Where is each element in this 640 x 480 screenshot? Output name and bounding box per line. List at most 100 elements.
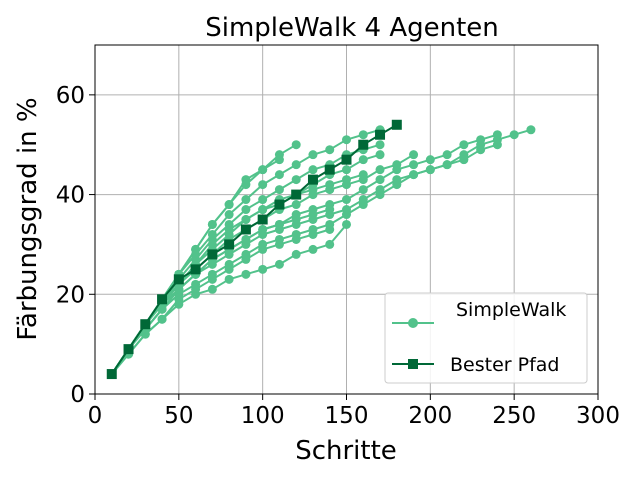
simplewalk-point bbox=[174, 284, 184, 294]
simplewalk-point bbox=[375, 165, 385, 175]
simplewalk-point bbox=[207, 219, 217, 229]
legend-simplewalk-label: SimpleWalk bbox=[456, 299, 566, 321]
simplewalk-point bbox=[425, 165, 435, 175]
simplewalk-point bbox=[342, 165, 351, 175]
best-path-point bbox=[157, 294, 168, 305]
x-tick-label: 150 bbox=[325, 403, 369, 429]
best-path-point bbox=[341, 154, 352, 165]
x-tick-label: 250 bbox=[492, 403, 536, 429]
simplewalk-point bbox=[274, 234, 284, 244]
legend-simplewalk-marker bbox=[408, 318, 418, 328]
simplewalk-point bbox=[325, 219, 335, 229]
x-tick-label: 50 bbox=[164, 403, 193, 429]
simplewalk-point bbox=[509, 130, 519, 140]
simplewalk-point bbox=[241, 215, 251, 224]
simplewalk-point bbox=[358, 130, 368, 140]
simplewalk-point bbox=[258, 180, 268, 190]
simplewalk-point bbox=[291, 249, 301, 259]
y-tick-label: 0 bbox=[70, 382, 85, 408]
simplewalk-point bbox=[375, 140, 385, 150]
best-path-point bbox=[391, 119, 402, 130]
simplewalk-point bbox=[375, 150, 385, 160]
legend-box bbox=[384, 292, 588, 384]
simplewalk-point bbox=[325, 239, 335, 249]
best-path-point bbox=[140, 319, 151, 330]
simplewalk-point bbox=[325, 145, 335, 155]
x-tick-label: 300 bbox=[576, 403, 620, 429]
best-path-point bbox=[358, 139, 369, 150]
series-best-path bbox=[106, 119, 402, 380]
simplewalk-point bbox=[291, 229, 301, 239]
simplewalk-point bbox=[308, 224, 318, 234]
simplewalk-point bbox=[342, 175, 351, 185]
y-tick-label: 60 bbox=[56, 83, 85, 109]
x-tick-label: 200 bbox=[408, 403, 452, 429]
simplewalk-point bbox=[409, 160, 419, 170]
legend-best-path-marker bbox=[408, 359, 418, 369]
simplewalk-point bbox=[207, 284, 217, 294]
simplewalk-point bbox=[207, 269, 217, 279]
series-layer bbox=[106, 119, 536, 380]
y-tick-label: 20 bbox=[56, 282, 85, 308]
simplewalk-point bbox=[392, 175, 402, 185]
simplewalk-point bbox=[492, 130, 502, 140]
simplewalk-point bbox=[459, 155, 469, 165]
simplewalk-point bbox=[224, 274, 234, 284]
simplewalk-point bbox=[224, 224, 234, 234]
simplewalk-point bbox=[291, 160, 301, 170]
simplewalk-point bbox=[325, 205, 335, 215]
simplewalk-point bbox=[241, 249, 251, 259]
best-path-point bbox=[123, 344, 134, 355]
best-path-point bbox=[173, 274, 184, 285]
simplewalk-point bbox=[425, 155, 435, 165]
simplewalk-point bbox=[258, 239, 268, 249]
simplewalk-point bbox=[274, 170, 284, 180]
best-path-point bbox=[307, 174, 318, 185]
simplewalk-point bbox=[358, 195, 368, 205]
simplewalk-point bbox=[224, 200, 234, 210]
simplewalk-point bbox=[342, 135, 351, 145]
best-path-point bbox=[224, 239, 235, 250]
simplewalk-point bbox=[442, 150, 452, 160]
x-tick-label: 100 bbox=[241, 403, 285, 429]
simplewalk-point bbox=[342, 219, 351, 229]
simplewalk-point bbox=[459, 140, 469, 150]
best-path-point bbox=[274, 199, 285, 210]
simplewalk-point bbox=[224, 259, 234, 269]
simplewalk-point bbox=[258, 195, 268, 205]
axis-ticks: 0 50 100 150 200 250 300 0 20 40 60 bbox=[56, 83, 620, 429]
simplewalk-point bbox=[308, 185, 318, 195]
simplewalk-point bbox=[258, 224, 268, 234]
simplewalk-point bbox=[358, 185, 368, 195]
best-path-point bbox=[324, 164, 335, 175]
simplewalk-point bbox=[308, 244, 318, 254]
simplewalk-point bbox=[308, 150, 318, 160]
simplewalk-point bbox=[358, 155, 368, 165]
simplewalk-point bbox=[476, 135, 486, 145]
simplewalk-point bbox=[241, 234, 251, 244]
simplewalk-point bbox=[207, 229, 217, 239]
series-line bbox=[110, 173, 364, 375]
simplewalk-point bbox=[308, 210, 318, 220]
simplewalk-point bbox=[224, 210, 234, 220]
best-path-point bbox=[375, 129, 386, 140]
simplewalk-point bbox=[241, 269, 251, 279]
y-tick-label: 40 bbox=[56, 183, 85, 209]
x-axis-label: Schritte bbox=[295, 436, 397, 466]
simplewalk-point bbox=[375, 175, 385, 185]
simplewalk-point bbox=[274, 259, 284, 269]
simplewalk-point bbox=[325, 180, 335, 190]
simplewalk-point bbox=[258, 165, 268, 175]
simplewalk-point bbox=[375, 185, 385, 195]
simplewalk-point bbox=[258, 264, 268, 274]
simplewalk-point bbox=[274, 219, 284, 229]
best-path-point bbox=[291, 189, 302, 200]
simplewalk-point bbox=[274, 155, 284, 165]
simplewalk-point bbox=[241, 195, 251, 205]
best-path-point bbox=[207, 249, 218, 260]
simplewalk-point bbox=[409, 150, 419, 160]
simplewalk-point bbox=[291, 140, 301, 150]
simplewalk-point bbox=[291, 215, 301, 224]
